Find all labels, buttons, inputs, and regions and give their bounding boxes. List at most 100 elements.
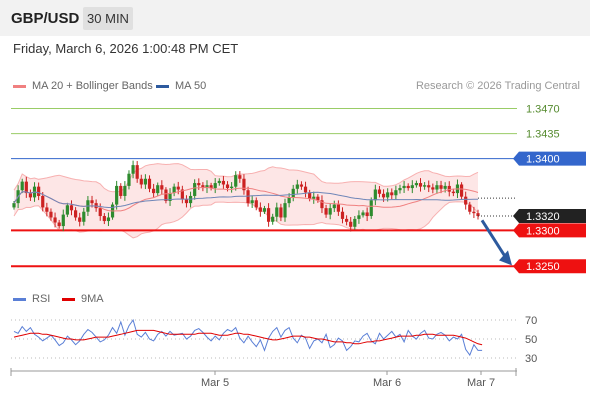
candle-body bbox=[69, 205, 74, 211]
x-tick-label-Mar-6: Mar 6 bbox=[373, 377, 401, 389]
candle-body bbox=[131, 165, 135, 174]
current-price-text: 1.3320 bbox=[526, 211, 560, 223]
candle-body bbox=[57, 222, 61, 227]
candle-body bbox=[176, 186, 180, 190]
timeframe-button[interactable]: 30 MIN bbox=[83, 7, 133, 30]
candle-body bbox=[73, 210, 78, 218]
candle-body bbox=[369, 200, 373, 217]
candle-body bbox=[258, 207, 262, 212]
candle-body bbox=[443, 185, 447, 189]
candle-body bbox=[373, 189, 377, 201]
candle-body bbox=[336, 204, 340, 212]
candle-body bbox=[279, 207, 283, 218]
rsi-line bbox=[13, 318, 483, 357]
candle-body bbox=[390, 192, 394, 196]
candle-body bbox=[308, 192, 312, 199]
candle-body bbox=[28, 193, 33, 198]
forecast-arrow-head bbox=[499, 250, 512, 266]
candle-body bbox=[459, 184, 464, 197]
candle-body bbox=[435, 185, 439, 190]
level-text-1.3250: 1.3250 bbox=[526, 261, 560, 273]
candle-body bbox=[340, 211, 345, 219]
candle-body bbox=[82, 211, 86, 222]
level-label-1.3250: 1.3250 bbox=[513, 259, 586, 274]
candle-body bbox=[472, 211, 476, 214]
candle-body bbox=[439, 185, 443, 189]
rsi-tick-70: 70 bbox=[525, 315, 537, 327]
candle-body bbox=[295, 184, 299, 189]
candle-body bbox=[320, 200, 324, 209]
bollinger-band bbox=[14, 163, 478, 238]
candle-body bbox=[427, 185, 431, 188]
candle-body bbox=[37, 186, 41, 196]
level-text-1.3300: 1.3300 bbox=[526, 225, 560, 237]
candle-body bbox=[98, 208, 102, 217]
candle-body bbox=[65, 205, 69, 215]
candle-body bbox=[197, 183, 201, 186]
candle-body bbox=[468, 204, 472, 212]
candle-body bbox=[53, 217, 57, 223]
candle-body bbox=[266, 208, 271, 222]
candle-body bbox=[324, 208, 328, 215]
candle-body bbox=[476, 213, 480, 217]
legend-label-rsi: RSI bbox=[32, 293, 51, 305]
legend-swatch-ma50 bbox=[156, 84, 169, 88]
legend-rsi: RSI bbox=[13, 293, 50, 305]
candle-body bbox=[12, 203, 16, 208]
candle-body bbox=[61, 214, 65, 227]
candle-body bbox=[102, 216, 106, 222]
candle-body bbox=[164, 189, 168, 201]
legend-label-ma50: MA 50 bbox=[175, 80, 207, 92]
candle-body bbox=[152, 188, 156, 194]
candle-body bbox=[394, 190, 398, 196]
candle-body bbox=[78, 217, 82, 222]
candle-body bbox=[184, 199, 189, 204]
candle-body bbox=[123, 185, 127, 196]
candle-body bbox=[328, 208, 332, 215]
candle-body bbox=[353, 218, 357, 227]
candle-body bbox=[225, 184, 230, 189]
legend-label-ma20: MA 20 + Bollinger Bands bbox=[32, 80, 153, 92]
candle-body bbox=[287, 197, 291, 204]
legend-ma20-bollinger: MA 20 + Bollinger Bands bbox=[13, 80, 153, 92]
level-tag-1.3400 bbox=[513, 151, 586, 166]
legend-swatch-9ma bbox=[62, 297, 75, 301]
level-text-1.3400: 1.3400 bbox=[526, 154, 560, 166]
candle-body bbox=[242, 178, 246, 191]
candle-body bbox=[254, 200, 258, 208]
candle-body bbox=[418, 183, 423, 187]
candle-body bbox=[127, 173, 131, 186]
candle-body bbox=[221, 180, 226, 185]
current-price-tag: 1.3320 bbox=[513, 209, 586, 224]
candle-body bbox=[49, 211, 53, 218]
candle-body bbox=[205, 185, 209, 189]
candle-body bbox=[357, 215, 361, 219]
candle-body bbox=[201, 185, 205, 189]
candle-body bbox=[45, 207, 49, 212]
chart-header: GBP/USD 30 MIN bbox=[0, 0, 590, 36]
candle-body bbox=[423, 185, 427, 187]
candle-body bbox=[414, 183, 419, 186]
candle-body bbox=[106, 217, 111, 222]
bollinger-upper bbox=[13, 163, 479, 193]
candle-body bbox=[345, 218, 349, 222]
candle-body bbox=[316, 196, 320, 201]
level-text-1.3470: 1.3470 bbox=[526, 103, 560, 115]
legend-swatch-rsi bbox=[13, 297, 26, 301]
chart-datetime: Friday, March 6, 2026 1:00:48 PM CET bbox=[13, 41, 239, 56]
candle-body bbox=[377, 189, 382, 194]
candle-body bbox=[406, 185, 410, 189]
candle-body bbox=[234, 175, 238, 187]
candle-body bbox=[283, 203, 287, 218]
level-text-1.3435: 1.3435 bbox=[526, 129, 560, 141]
candle-body bbox=[213, 183, 217, 189]
candle-body bbox=[464, 196, 468, 205]
candle-body bbox=[299, 184, 304, 187]
candle-body bbox=[217, 180, 221, 184]
candle-body bbox=[20, 181, 24, 191]
candle-body bbox=[90, 200, 94, 204]
level-label-1.3300: 1.3300 bbox=[513, 223, 586, 238]
candle-body bbox=[312, 196, 316, 199]
symbol-title: GBP/USD bbox=[11, 10, 80, 27]
candle-body bbox=[168, 193, 172, 201]
